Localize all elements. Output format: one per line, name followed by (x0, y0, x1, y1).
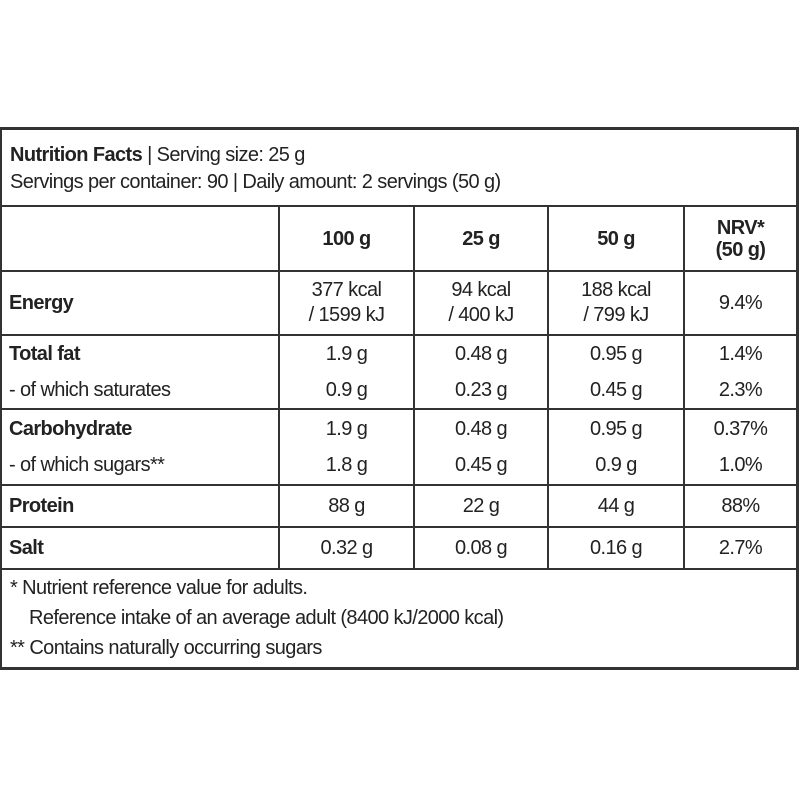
footnote-sugars: ** Contains naturally occurring sugars (10, 637, 322, 659)
cell: 0.48 g 0.23 g (413, 334, 549, 410)
table-row-protein: Protein 88 g 22 g 44 g 88% (2, 484, 796, 528)
nrv-label: NRV* (716, 216, 765, 239)
cell: 44 g (547, 484, 685, 528)
cell: 1.4% 2.3% (683, 334, 796, 410)
cell: 0.48 g 0.45 g (413, 408, 549, 486)
footnotes: * Nutrient reference value for adults. R… (10, 573, 504, 663)
col-100g: 100 g (278, 205, 415, 272)
cell: 0.37% 1.0% (683, 408, 796, 486)
cell: 22 g (413, 484, 549, 528)
col-nrv: NRV* (50 g) (683, 205, 796, 272)
nutrition-table: 100 g 25 g 50 g NRV* (50 g) Energy 377 kc… (2, 205, 796, 570)
cell: 2.7% (683, 526, 796, 570)
panel-header: Nutrition Facts | Serving size: 25 g Ser… (10, 142, 501, 196)
table-row-salt: Salt 0.32 g 0.08 g 0.16 g 2.7% (2, 526, 796, 570)
title: Nutrition Facts (10, 144, 143, 166)
table-row-carbohydrate: Carbohydrate - of which sugars** 1.9 g 1.8… (2, 408, 796, 486)
col-25g: 25 g (413, 205, 549, 272)
row-label: Total fat - of which saturates (2, 334, 280, 410)
cell: 0.08 g (413, 526, 549, 570)
row-label: Carbohydrate - of which sugars** (2, 408, 280, 486)
cell: 94 kcal/ 400 kJ (413, 270, 549, 336)
serving-size: | Serving size: 25 g (142, 144, 305, 166)
nutrition-facts-panel: Nutrition Facts | Serving size: 25 g Ser… (0, 127, 799, 670)
servings-info: Servings per container: 90 | Daily amoun… (10, 171, 501, 193)
cell: 1.9 g 0.9 g (278, 334, 415, 410)
row-label: Energy (2, 270, 280, 336)
table-row-fat: Total fat - of which saturates 1.9 g 0.9 g… (2, 334, 796, 410)
cell: 377 kcal/ 1599 kJ (278, 270, 415, 336)
cell: 88% (683, 484, 796, 528)
cell: 0.95 g 0.45 g (547, 334, 685, 410)
footnote-nrv: * Nutrient reference value for adults. (10, 577, 308, 599)
cell: 9.4% (683, 270, 796, 336)
cell: 88 g (278, 484, 415, 528)
row-label: Protein (2, 484, 280, 528)
cell: 0.32 g (278, 526, 415, 570)
cell: 0.95 g 0.9 g (547, 408, 685, 486)
cell: 0.16 g (547, 526, 685, 570)
footnote-reference-intake: Reference intake of an average adult (84… (29, 607, 504, 629)
cell: 188 kcal/ 799 kJ (547, 270, 685, 336)
column-header-row: 100 g 25 g 50 g NRV* (50 g) (2, 205, 796, 272)
nrv-portion: (50 g) (715, 238, 766, 261)
row-label: Salt (2, 526, 280, 570)
col-50g: 50 g (547, 205, 685, 272)
cell: 1.9 g 1.8 g (278, 408, 415, 486)
table-row-energy: Energy 377 kcal/ 1599 kJ 94 kcal/ 400 kJ… (2, 270, 796, 336)
